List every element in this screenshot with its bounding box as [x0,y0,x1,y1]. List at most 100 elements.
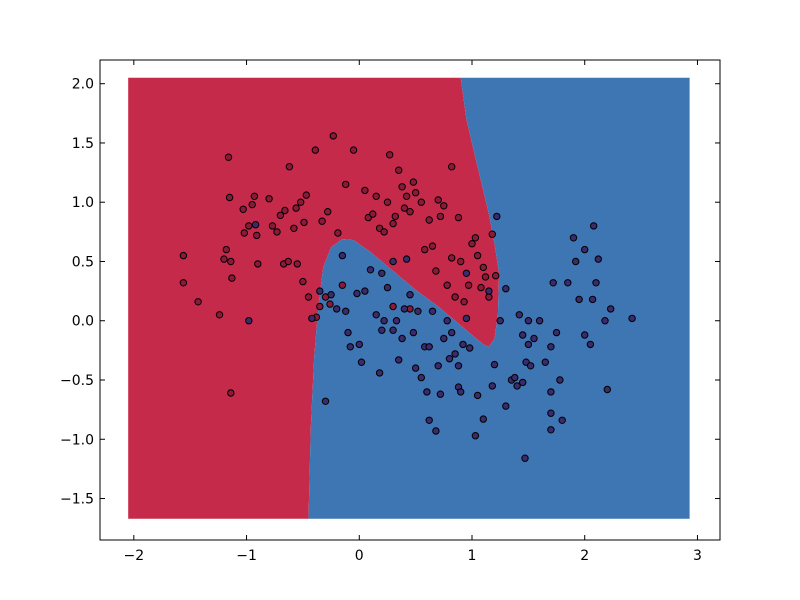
data-point-class-1 [628,314,636,323]
data-point-class-0 [454,213,463,222]
data-point-class-0 [421,245,429,254]
data-point-class-0 [324,208,332,216]
data-point-class-1 [511,373,519,382]
data-point-class-1 [316,287,324,295]
data-point-class-1 [530,334,538,343]
data-point-class-1 [502,402,510,410]
data-point-class-0 [227,389,235,397]
data-point-class-0 [369,210,377,218]
data-point-class-1 [535,317,544,325]
data-point-class-1 [473,391,482,400]
x-tick-label: 1 [468,548,477,564]
data-point-class-1 [451,350,459,358]
data-point-class-0 [268,222,277,230]
data-point-class-0 [285,163,294,171]
data-point-class-0 [326,300,334,308]
data-point-class-0 [224,153,233,161]
data-point-class-0 [290,224,298,233]
data-point-class-1 [594,255,602,263]
y-tick-label: −0.5 [60,373,94,389]
data-point-class-1 [515,311,523,319]
data-point-class-0 [329,132,337,140]
data-point-class-0 [316,302,324,311]
data-point-class-0 [227,257,235,266]
data-point-class-0 [349,146,358,154]
data-point-class-1 [485,287,493,295]
data-point-class-1 [389,257,397,266]
data-point-class-1 [592,279,600,287]
data-point-class-0 [179,279,188,287]
data-point-class-1 [355,340,363,349]
data-point-class-0 [481,273,490,281]
data-point-class-1 [496,317,504,325]
data-point-class-1 [601,317,609,325]
data-point-class-1 [361,287,369,295]
data-point-class-0 [250,192,259,201]
data-point-class-0 [425,216,433,224]
data-point-class-0 [372,192,380,201]
data-point-class-0 [448,254,456,262]
data-point-class-1 [448,328,456,337]
y-tick-label: −1.0 [60,432,94,448]
data-point-class-0 [194,298,202,306]
data-point-class-0 [179,251,188,260]
x-axis-ticks: −2 −1 0 1 2 3 [123,60,702,564]
data-point-class-0 [299,277,307,286]
data-point-class-0 [240,229,249,237]
y-tick-label: −1.5 [60,492,94,508]
data-point-class-1 [607,305,615,313]
data-point-class-0 [300,218,308,227]
data-point-class-0 [395,166,403,174]
data-point-class-0 [380,228,388,236]
data-point-class-0 [253,231,261,240]
data-point-class-1 [490,360,499,369]
data-point-class-1 [432,427,440,435]
data-point-class-1 [488,382,496,390]
data-point-class-1 [383,283,392,292]
data-point-class-0 [273,228,281,236]
y-axis-ticks: −1.5 −1.0 −0.5 0.0 0.5 1.0 1.5 2.0 [60,77,720,508]
data-point-class-1 [524,340,533,349]
data-point-class-1 [406,291,414,299]
data-point-class-1 [547,343,555,351]
data-point-class-1 [417,373,425,382]
data-point-class-0 [409,178,418,186]
data-point-class-0 [492,272,500,280]
y-tick-label: 1.0 [72,195,94,211]
x-tick-label: 2 [580,548,589,564]
data-point-class-1 [414,307,422,315]
data-point-class-0 [400,204,409,212]
data-point-class-1 [398,334,406,343]
data-point-class-1 [411,364,420,372]
class-1-region [308,77,690,519]
data-point-class-1 [462,269,471,277]
data-point-class-0 [464,281,473,289]
data-point-class-1 [549,279,557,287]
data-point-class-1 [552,328,561,337]
data-point-class-0 [460,298,468,306]
data-point-class-1 [389,326,397,334]
data-point-class-1 [400,305,409,313]
data-point-class-0 [276,211,285,220]
data-point-class-1 [395,356,403,364]
data-point-class-1 [590,222,598,230]
data-point-class-1 [440,334,448,343]
data-point-class-1 [409,328,418,337]
data-point-class-0 [284,257,292,266]
data-point-class-1 [586,340,595,349]
data-point-class-1 [436,390,445,398]
data-point-class-1 [558,416,566,424]
data-point-class-0 [228,274,236,282]
data-point-class-1 [564,279,572,287]
data-point-class-1 [378,269,386,277]
data-point-class-0 [468,240,476,248]
data-point-class-0 [473,251,482,260]
data-point-class-1 [547,426,555,434]
data-point-class-1 [524,317,533,325]
data-point-class-0 [389,219,397,228]
data-point-class-0 [386,151,394,159]
data-point-class-1 [425,416,433,424]
data-point-class-1 [603,385,611,394]
x-tick-label: 3 [693,548,702,564]
